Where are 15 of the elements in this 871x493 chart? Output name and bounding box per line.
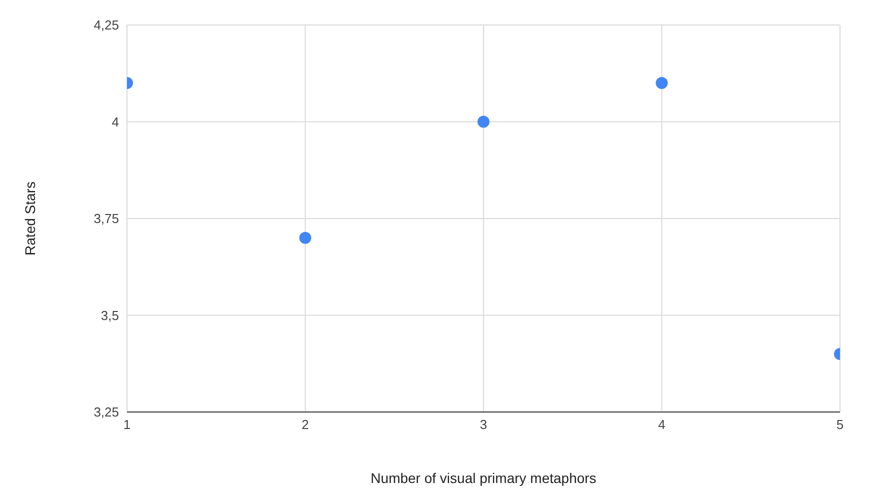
y-tick-label: 4,25 [94,18,119,33]
y-tick-label: 3,5 [100,308,119,323]
y-tick-label: 3,75 [94,211,119,226]
x-tick-label: 4 [658,417,666,432]
x-tick-label: 1 [123,417,131,432]
y-axis-title: Rated Stars [22,182,38,256]
x-tick-label: 2 [302,417,309,432]
point [478,116,490,128]
y-tick-label: 3,25 [94,404,119,420]
x-axis-title: Number of visual primary metaphors [370,470,596,486]
point [656,77,668,90]
point [299,232,312,244]
y-tick-label: 4 [112,114,119,130]
x-tick-label: 3 [480,417,488,432]
x-tick-label: 5 [836,417,844,432]
